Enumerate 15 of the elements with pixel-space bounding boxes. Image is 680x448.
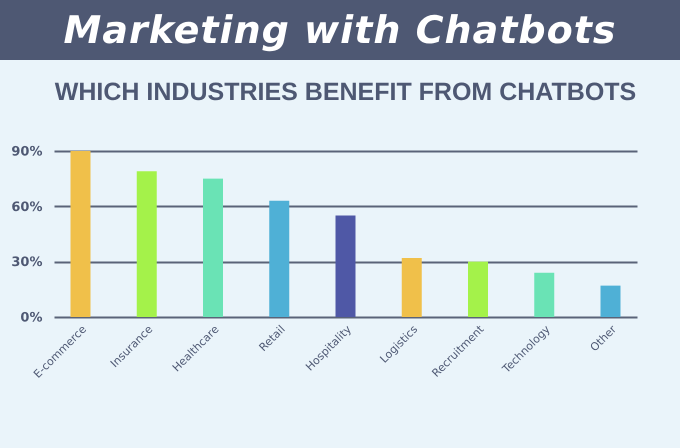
chart-subtitle: WHICH INDUSTRIES BENEFIT FROM CHATBOTS xyxy=(54,78,636,106)
bar xyxy=(468,262,488,317)
bar xyxy=(203,178,223,317)
bar xyxy=(136,171,157,317)
bar xyxy=(336,216,356,317)
y-tick-label: 60% xyxy=(11,200,42,215)
bar xyxy=(269,200,290,317)
y-tick-label: 0% xyxy=(20,310,42,326)
y-tick-label: 90% xyxy=(11,144,42,160)
bar xyxy=(402,258,422,317)
bar xyxy=(534,272,554,317)
bar xyxy=(600,286,620,317)
bar xyxy=(70,151,90,317)
chart-title: Marketing with Chatbots xyxy=(0,0,680,60)
y-tick-label: 30% xyxy=(11,255,42,270)
